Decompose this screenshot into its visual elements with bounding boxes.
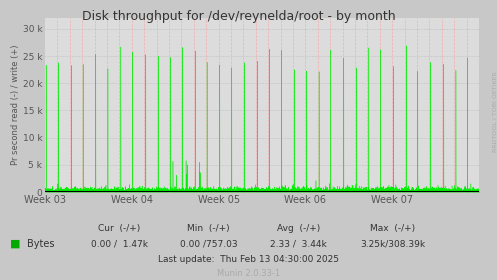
Text: Max  (-/+): Max (-/+) [370,224,415,233]
Text: Cur  (-/+): Cur (-/+) [98,224,141,233]
Text: Avg  (-/+): Avg (-/+) [276,224,320,233]
Text: 2.33 /  3.44k: 2.33 / 3.44k [270,239,327,248]
Text: 0.00 /757.03: 0.00 /757.03 [180,239,238,248]
Text: ■: ■ [10,239,20,249]
Text: Last update:  Thu Feb 13 04:30:00 2025: Last update: Thu Feb 13 04:30:00 2025 [158,255,339,263]
Text: Munin 2.0.33-1: Munin 2.0.33-1 [217,269,280,277]
Text: Bytes: Bytes [27,239,55,249]
Text: Min  (-/+): Min (-/+) [187,224,230,233]
Text: 0.00 /  1.47k: 0.00 / 1.47k [91,239,148,248]
Text: 3.25k/308.39k: 3.25k/308.39k [360,239,425,248]
Text: Disk throughput for /dev/reynelda/root - by month: Disk throughput for /dev/reynelda/root -… [82,10,396,23]
Y-axis label: Pr second read (-) / write (+): Pr second read (-) / write (+) [11,45,20,165]
Text: RRDTOOL / TOBI OETIKER: RRDTOOL / TOBI OETIKER [492,72,497,152]
